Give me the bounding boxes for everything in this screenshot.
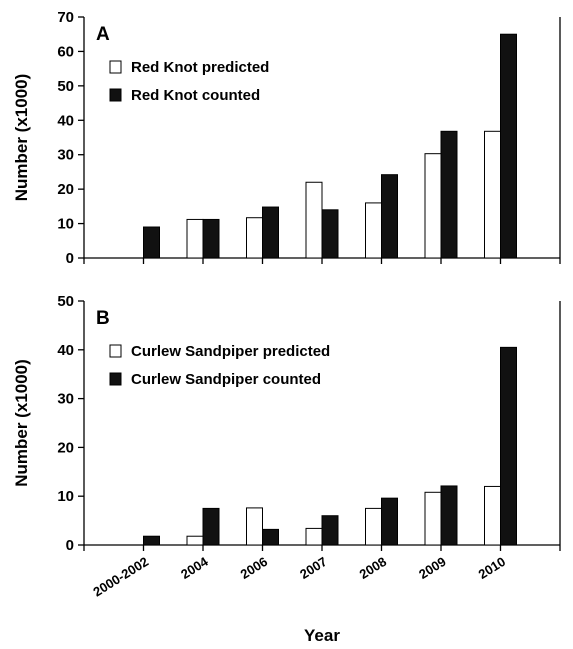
panel-b-bar-predicted xyxy=(365,507,382,546)
panel-a-y-axis-title: Number (x1000) xyxy=(12,74,31,202)
panel-b-legend-label: Curlew Sandpiper predicted xyxy=(131,343,330,360)
x-category-label: 2008 xyxy=(357,554,389,582)
panel-a-legend-label: Red Knot predicted xyxy=(131,59,269,76)
panel-b-label: B xyxy=(96,308,110,329)
panel-a-bar-counted xyxy=(500,33,517,259)
panel-b: 0 10 20 30 40 50 Number (x1000) B Curlew Sandpip… xyxy=(12,293,561,645)
panel-a-y-tick-label: 0 xyxy=(66,250,74,267)
panel-a-y-tick-label: 30 xyxy=(57,147,74,164)
panel-a-legend-swatch xyxy=(109,60,122,74)
panel-a: 0 10 20 30 40 50 60 70 Number (x1000) A Red Knot p… xyxy=(12,9,561,267)
panel-a-bar-predicted xyxy=(424,153,442,259)
panel-a-y-tick-label: 10 xyxy=(57,216,74,233)
panel-a-bar-counted xyxy=(262,206,279,259)
x-category-label: 2006 xyxy=(238,554,270,582)
panel-b-y-tick-label: 40 xyxy=(57,342,74,359)
panel-b-y-tick-label: 20 xyxy=(57,439,74,456)
panel-b-bar-counted xyxy=(440,485,458,546)
panel-a-legend-label: Red Knot counted xyxy=(131,87,260,104)
panel-b-legend-swatch xyxy=(109,372,122,386)
panel-a-y-tick-label: 70 xyxy=(57,9,74,26)
panel-a-bar-predicted xyxy=(484,130,501,259)
panel-a-y-tick-label: 60 xyxy=(57,43,74,60)
panel-b-y-axis-title: Number (x1000) xyxy=(12,359,31,487)
panel-b-bar-predicted xyxy=(484,485,501,546)
panel-a-label: A xyxy=(96,24,110,45)
x-category-label: 2000-2002 xyxy=(90,554,151,600)
panel-a-bar-predicted xyxy=(305,181,323,259)
panel-b-bar-predicted xyxy=(186,535,204,546)
x-category-label: 2007 xyxy=(297,554,329,582)
panel-a-legend-swatch xyxy=(109,88,122,102)
panel-b-legend-swatch xyxy=(109,344,122,358)
x-axis-title: Year xyxy=(304,626,340,645)
panel-b-y-tick-label: 10 xyxy=(57,488,74,505)
panel-b-bar-counted xyxy=(381,497,398,546)
panel-a-bar-predicted xyxy=(365,202,382,259)
x-category-label: 2009 xyxy=(416,554,448,582)
panel-b-legend-label: Curlew Sandpiper counted xyxy=(131,371,321,388)
panel-a-bar-counted xyxy=(143,226,160,259)
panel-b-bar-predicted xyxy=(246,507,263,546)
panel-a-y-tick-label: 40 xyxy=(57,112,74,129)
panel-b-bar-predicted xyxy=(305,527,323,546)
panel-a-bar-predicted xyxy=(246,217,263,259)
panel-b-bar-counted xyxy=(321,515,339,546)
panel-b-y-tick-label: 50 xyxy=(57,293,74,310)
x-category-label: 2010 xyxy=(476,554,508,582)
panel-b-y-tick-label: 30 xyxy=(57,391,74,408)
panel-a-bar-counted xyxy=(440,130,458,259)
panel-a-y-tick-label: 50 xyxy=(57,78,74,95)
panel-b-bar-counted xyxy=(143,535,160,546)
panel-b-bar-counted xyxy=(262,528,279,546)
panel-a-bar-predicted xyxy=(186,218,204,259)
panel-a-y-tick-label: 20 xyxy=(57,181,74,198)
panel-a-bar-counted xyxy=(321,209,339,259)
panel-a-bar-counted xyxy=(202,218,220,259)
panel-b-bar-counted xyxy=(500,346,517,546)
x-category-label: 2004 xyxy=(178,553,211,581)
panel-a-bar-counted xyxy=(381,174,398,259)
panel-b-y-tick-label: 0 xyxy=(66,537,74,554)
panel-b-bar-predicted xyxy=(424,491,442,546)
panel-b-bar-counted xyxy=(202,507,220,546)
